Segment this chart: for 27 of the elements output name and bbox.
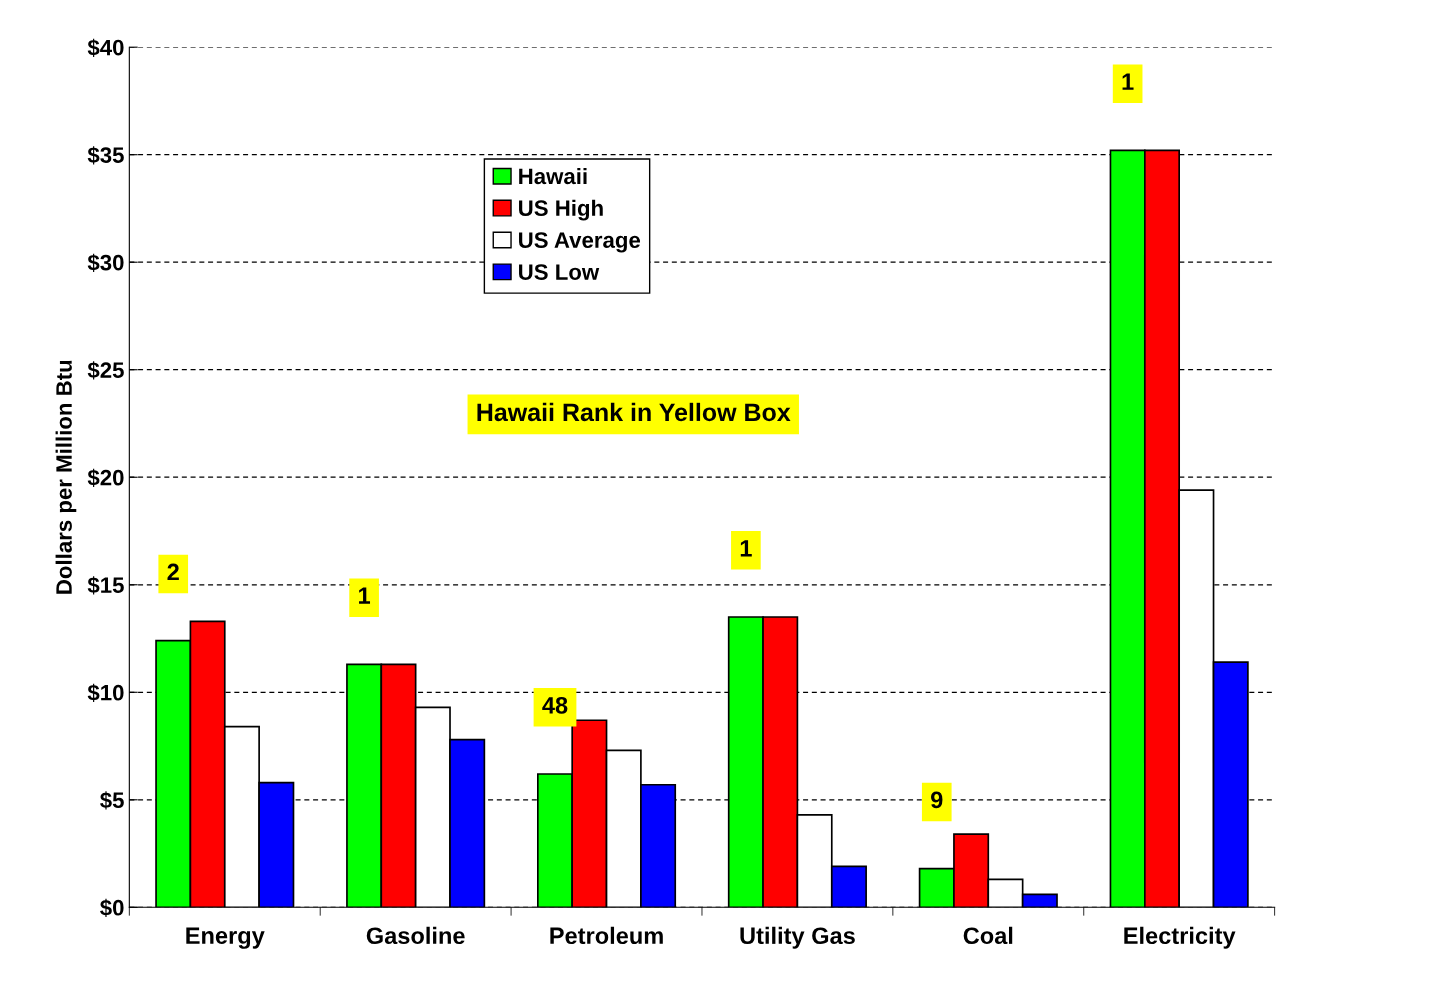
annotation: 48 (542, 696, 568, 714)
annotation: 1 (1122, 73, 1134, 90)
y-tick-label: $40 (87, 38, 124, 57)
legend-label: US Average (519, 232, 641, 253)
annotation: 1 (740, 540, 752, 557)
x-tick-label: Energy (186, 927, 265, 949)
y-tick-label: $20 (87, 468, 124, 487)
y-tick-label: $5 (100, 791, 124, 810)
y-tick-label: $35 (87, 146, 124, 165)
y-tick-label: $0 (100, 898, 124, 918)
legend-label: US High (519, 199, 603, 221)
annotation: 2 (167, 563, 179, 581)
y-tick-label: $15 (87, 576, 124, 595)
annotation: 1 (359, 587, 371, 604)
x-tick-label: Utility Gas (740, 926, 855, 949)
legend-label: US Low (519, 264, 600, 280)
y-tick-label: $10 (87, 683, 124, 702)
y-tick-label: $25 (87, 361, 124, 380)
x-tick-label: Electricity (1124, 926, 1236, 949)
x-tick-label: Gasoline (366, 926, 465, 945)
x-tick-label: Petroleum (550, 926, 663, 945)
x-tick-label: Coal (963, 926, 1013, 945)
annotation: 9 (931, 791, 943, 809)
y-tick-label: $30 (87, 253, 124, 272)
annotation: Hawaii Rank in Yellow Box (477, 402, 791, 422)
y-axis-title: Dollars per Million Btu (55, 360, 77, 594)
legend-label: Hawaii (519, 167, 587, 185)
